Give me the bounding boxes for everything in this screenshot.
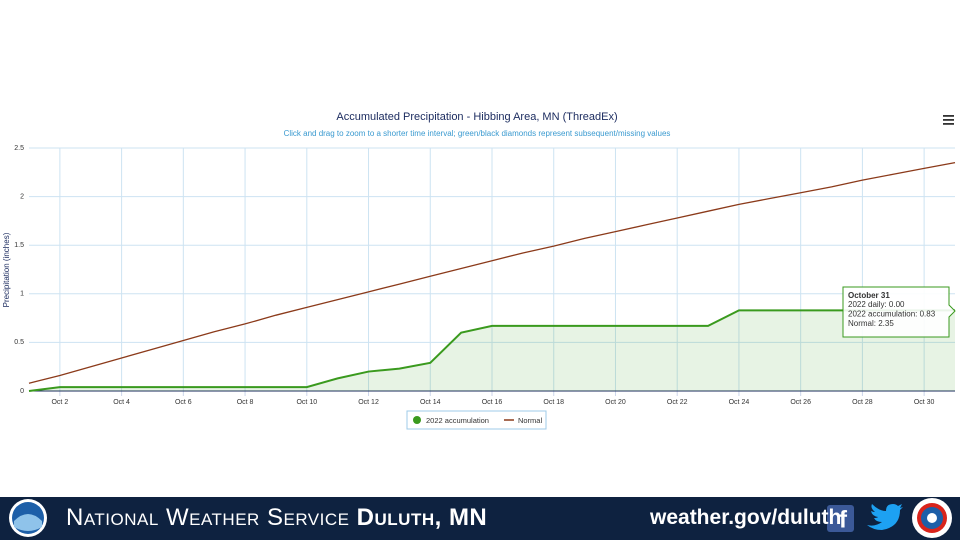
footer-icons: f: [9, 498, 952, 538]
tooltip-line: 2022 daily: 0.00: [848, 300, 905, 309]
legend-label: Normal: [518, 416, 543, 425]
x-tick-label: Oct 26: [790, 399, 811, 406]
area-fill: [29, 310, 955, 391]
x-tick-label: Oct 10: [296, 399, 317, 406]
menu-bar: [943, 119, 954, 121]
y-tick-label: 2.5: [14, 145, 24, 152]
tooltip-line: Normal: 2.35: [848, 319, 894, 328]
legend: 2022 accumulation Normal: [406, 410, 547, 430]
menu-bar: [943, 115, 954, 117]
y-axis-label: Precipitation (inches): [2, 232, 11, 307]
x-tick-label: Oct 12: [358, 399, 379, 406]
y-tick-label: 0: [20, 388, 24, 395]
facebook-glyph: f: [839, 506, 848, 533]
legend-box: [406, 410, 547, 430]
tooltip-title: October 31: [848, 291, 890, 300]
footer-banner: f National Weather Service Duluth, MN we…: [0, 497, 960, 540]
x-tick-label: Oct 6: [175, 399, 192, 406]
nws-logo-center: [927, 513, 937, 523]
website-url[interactable]: weather.gov/duluth: [650, 506, 842, 529]
chart-subtitle: Click and drag to zoom to a shorter time…: [284, 129, 671, 138]
x-tick-label: Oct 18: [543, 399, 564, 406]
x-tick-label: Oct 28: [852, 399, 873, 406]
x-tick-label: Oct 2: [51, 399, 68, 406]
series-line: [28, 309, 955, 392]
y-tick-label: 1: [20, 291, 24, 298]
series-line: [28, 161, 956, 384]
y-tick-label: 1.5: [14, 242, 24, 249]
noaa-logo-wave: [14, 514, 42, 531]
plot-area: 0 0.5 1 1.5 2 2.5 Oct 2 Oct 4 Oct 6 Oct 8 Oct 10 Oc…: [14, 145, 956, 430]
twitter-icon[interactable]: [867, 504, 903, 530]
office: Duluth, MN: [356, 504, 488, 531]
x-tick-label: Oct 30: [914, 399, 935, 406]
x-tick-label: Oct 22: [667, 399, 688, 406]
y-tick-label: 0.5: [14, 339, 24, 346]
facebook-icon[interactable]: [827, 505, 854, 532]
tooltip-line: 2022 accumulation: 0.83: [848, 310, 936, 319]
legend-marker: [413, 416, 421, 424]
x-tick-label: Oct 20: [605, 399, 626, 406]
chart: Accumulated Precipitation - Hibbing Area…: [2, 111, 956, 430]
x-tick-label: Oct 24: [729, 399, 750, 406]
tooltip-box: [842, 286, 956, 338]
x-tick-label: Oct 16: [482, 399, 503, 406]
legend-label: 2022 accumulation: [426, 416, 489, 425]
x-tick-label: Oct 8: [237, 399, 254, 406]
x-tick-label: Oct 14: [420, 399, 441, 406]
agency: National Weather Service: [66, 504, 350, 531]
menu-icon[interactable]: [943, 115, 954, 125]
chart-title: Accumulated Precipitation - Hibbing Area…: [336, 111, 617, 123]
agency-name: National Weather Service Duluth, MN: [66, 504, 487, 532]
y-tick-label: 2: [20, 193, 24, 200]
menu-bar: [943, 123, 954, 125]
x-tick-label: Oct 4: [113, 399, 130, 406]
